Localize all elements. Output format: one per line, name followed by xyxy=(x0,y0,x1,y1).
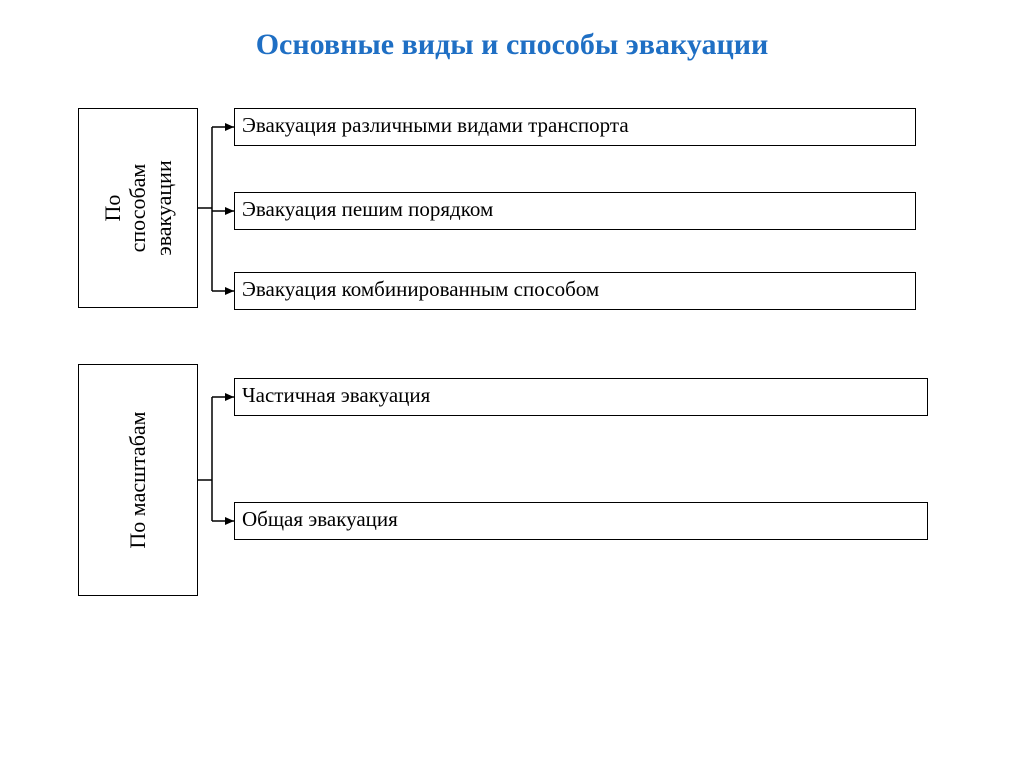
item-label: Эвакуация пешим порядком xyxy=(242,197,493,222)
item-label: Общая эвакуация xyxy=(242,507,398,532)
item-label: Эвакуация комбинированным способом xyxy=(242,277,599,302)
category-label-methods: По способам эвакуации xyxy=(88,88,188,328)
diagram-title: Основные виды и способы эвакуации xyxy=(0,28,1024,62)
item-label: Частичная эвакуация xyxy=(242,383,430,408)
item-label: Эвакуация различными видами транспорта xyxy=(242,113,629,138)
category-label-scale: По масштабам xyxy=(88,360,188,600)
